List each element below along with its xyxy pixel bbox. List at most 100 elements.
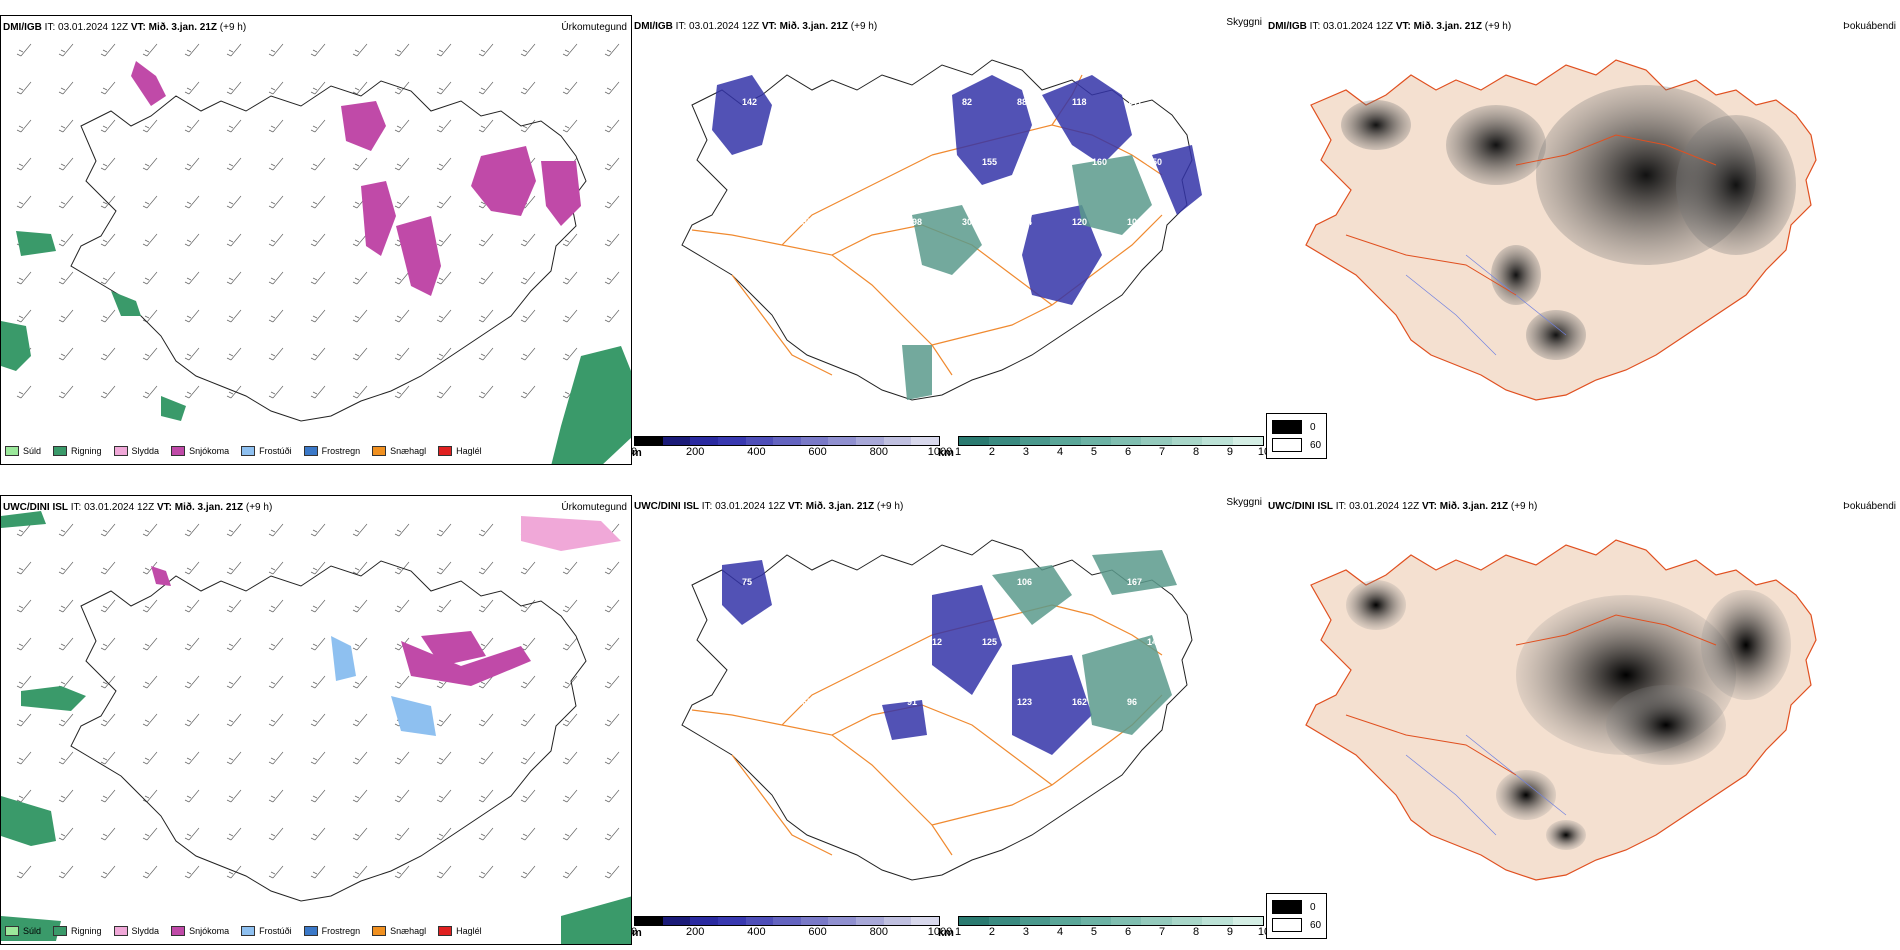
colorbar-ticks: 1 2 3 4 5 6 7 8 9 10 bbox=[954, 446, 1266, 458]
visibility-value: 145 bbox=[762, 157, 777, 167]
visibility-value: 105 bbox=[742, 697, 757, 707]
visibility-km-colorbar: 1 2 3 4 5 6 7 8 9 10 bbox=[954, 916, 1266, 938]
colorbar-ticks: 0 200 400 600 800 1000 bbox=[632, 926, 952, 938]
road-lines bbox=[1345, 614, 1717, 776]
panel-parameter: Þokuábendi bbox=[1843, 501, 1896, 512]
panel-parameter: Þokuábendi bbox=[1843, 21, 1896, 32]
swatch bbox=[438, 926, 453, 936]
colorbar-tick: 5 bbox=[1090, 446, 1098, 458]
visibility-value: 187 bbox=[872, 637, 887, 647]
visibility-value: 127 bbox=[1037, 157, 1052, 167]
colorbar-tick: 800 bbox=[869, 926, 888, 938]
colorbar-cell bbox=[1050, 437, 1081, 445]
colorbar-tick: 1 bbox=[954, 446, 962, 458]
visibility-value-labels: 75 107 68 76 96 106 179 167 276 369 187 312 125 361 88… bbox=[742, 577, 1162, 707]
fog-indicator-panel-uwc: UWC/DINI ISL IT: 03.01.2024 12Z VT: Mið.… bbox=[1266, 495, 1900, 945]
visibility-value: 76 bbox=[907, 577, 917, 587]
legend-rigning: Rigning bbox=[53, 926, 102, 936]
colorbar-tick: 2 bbox=[988, 446, 996, 458]
fog-shading bbox=[1346, 580, 1791, 850]
colorbar-cell bbox=[1171, 917, 1203, 925]
colorbar-cell bbox=[989, 917, 1020, 925]
colorbar-cell bbox=[1171, 437, 1203, 445]
colorbar-tick: 3 bbox=[1022, 926, 1030, 938]
swatch bbox=[241, 446, 256, 456]
panel-title: UWC/DINI ISL IT: 03.01.2024 12Z VT: Mið.… bbox=[3, 502, 273, 513]
colorbar-cell bbox=[1019, 917, 1051, 925]
rain-areas bbox=[1, 231, 631, 464]
snow-areas bbox=[131, 61, 581, 296]
colorbar-tick: 800 bbox=[869, 446, 888, 458]
visibility-value: 179 bbox=[1072, 577, 1087, 587]
colorbar-cell bbox=[1141, 437, 1172, 445]
colorbar-cell bbox=[911, 437, 940, 445]
colorbar-cell bbox=[1111, 917, 1142, 925]
swatch bbox=[372, 446, 387, 456]
swatch bbox=[303, 446, 318, 456]
legend-sudl: Súld bbox=[5, 926, 41, 936]
swatch bbox=[5, 926, 19, 936]
visibility-m-colorbar: 0 200 400 600 800 1000 bbox=[632, 916, 952, 938]
visibility-value: 182 bbox=[817, 157, 832, 167]
precip-legend: Súld Rigning Slydda Snjókoma Frostúði Fr… bbox=[5, 446, 494, 456]
visibility-value: 166 bbox=[872, 157, 887, 167]
swatch bbox=[53, 926, 68, 936]
fog-legend-row: 60 bbox=[1272, 916, 1321, 934]
panel-parameter: Skyggni bbox=[1226, 497, 1262, 508]
legend-frostregn: Frostregn bbox=[303, 926, 360, 936]
visibility-value: 160 bbox=[1092, 157, 1107, 167]
panel-title: DMI/IGB IT: 03.01.2024 12Z VT: Mið. 3.ja… bbox=[634, 21, 878, 32]
unit-m: m bbox=[632, 927, 642, 939]
visibility-value: 106 bbox=[1127, 217, 1142, 227]
visibility-value: 312 bbox=[927, 637, 942, 647]
legend-snaehagl: Snæhagl bbox=[372, 926, 426, 936]
visibility-value: 88 bbox=[1092, 637, 1102, 647]
visibility-value: 120 bbox=[1072, 217, 1087, 227]
colorbar-cell bbox=[1232, 917, 1264, 925]
colorbar-cell bbox=[773, 437, 801, 445]
visibility-value: 361 bbox=[1037, 637, 1052, 647]
swatch bbox=[1272, 420, 1302, 434]
visibility-value: 165 bbox=[797, 697, 812, 707]
colorbar-tick: 200 bbox=[686, 446, 705, 458]
colorbar-cell bbox=[690, 917, 718, 925]
legend-rigning: Rigning bbox=[53, 446, 102, 456]
visibility-value: 88 bbox=[1017, 97, 1027, 107]
swatch bbox=[372, 926, 387, 936]
visibility-value: 308 bbox=[962, 217, 977, 227]
colorbar-tick: 9 bbox=[1226, 446, 1234, 458]
colorbar-cell bbox=[856, 437, 884, 445]
low-vis-areas bbox=[722, 550, 1177, 755]
colorbar-tick: 400 bbox=[747, 926, 766, 938]
unit-m: m bbox=[632, 447, 642, 459]
legend-snjokoma: Snjókoma bbox=[171, 446, 229, 456]
panel-title: DMI/IGB IT: 03.01.2024 12Z VT: Mið. 3.ja… bbox=[1268, 21, 1512, 32]
colorbar-cell bbox=[690, 437, 718, 445]
legend-haglel: Haglél bbox=[438, 446, 482, 456]
colorbar-tick: 1000 bbox=[927, 926, 953, 938]
visibility-value: 82 bbox=[962, 97, 972, 107]
colorbar-cell bbox=[800, 917, 829, 925]
colorbar-cell bbox=[989, 437, 1020, 445]
visibility-value: 369 bbox=[817, 637, 832, 647]
swatch bbox=[5, 446, 19, 456]
visibility-value: 84 bbox=[797, 97, 807, 107]
visibility-value: 150 bbox=[1147, 157, 1162, 167]
fog-legend-row: 0 bbox=[1272, 898, 1321, 916]
colorbar-tick: 1 bbox=[954, 926, 962, 938]
colorbar-cell bbox=[1202, 917, 1233, 925]
colorbar-cell bbox=[800, 437, 829, 445]
colorbar-cell bbox=[1050, 917, 1081, 925]
colorbar-cells bbox=[634, 916, 940, 926]
visibility-map: 142 84 150 100 82 88 118 141 145 182 166 194 155 127 1… bbox=[681, 59, 1202, 401]
colorbar-cell bbox=[883, 917, 912, 925]
swatch bbox=[241, 926, 256, 936]
colorbar-cell bbox=[1080, 917, 1112, 925]
colorbar-cell bbox=[745, 437, 774, 445]
precip-type-panel-dmi: DMI/IGB IT: 03.01.2024 12Z VT: Mið. 3.ja… bbox=[0, 15, 632, 465]
visibility-value: 96 bbox=[962, 577, 972, 587]
colorbar-cell bbox=[828, 917, 857, 925]
legend-slydda: Slydda bbox=[113, 926, 159, 936]
colorbar-cell bbox=[635, 917, 663, 925]
legend-slydda: Slydda bbox=[113, 446, 159, 456]
